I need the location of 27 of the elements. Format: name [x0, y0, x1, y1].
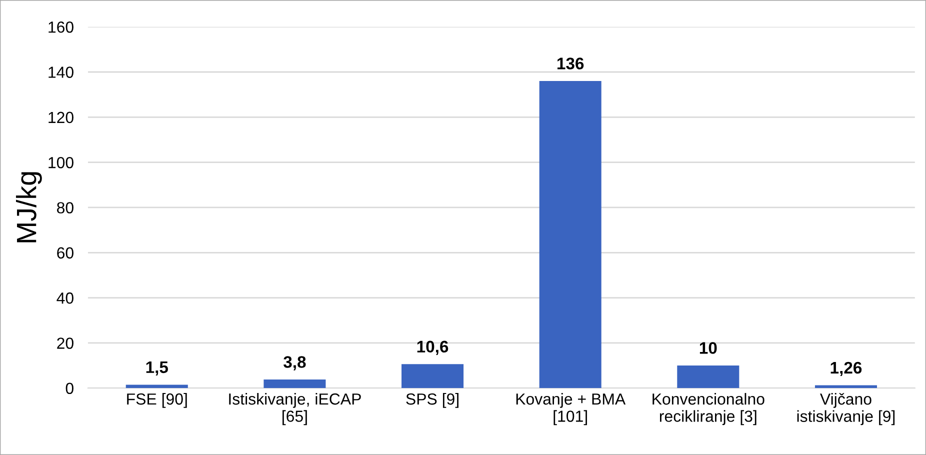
y-tick-label: 60 [57, 247, 74, 259]
data-label: 1,5 [146, 361, 168, 376]
x-tick-label: Istiskivanje, iECAP [65] [229, 392, 361, 426]
bar [264, 380, 326, 388]
bar [126, 384, 188, 388]
y-tick-label: 120 [48, 112, 74, 124]
bar [677, 366, 740, 388]
bar [402, 364, 464, 388]
x-tick-label: Kovanje + BMA [101] [516, 392, 626, 426]
y-tick-label: 160 [48, 21, 74, 33]
data-label: 3,8 [284, 356, 306, 370]
data-label: 10,6 [417, 340, 448, 355]
y-tick-label: 100 [48, 156, 74, 168]
bar [539, 81, 602, 388]
y-tick-label: 0 [66, 382, 74, 394]
y-axis-title: MJ/kg [16, 172, 42, 242]
data-label: 10 [700, 342, 717, 354]
x-tick-label: FSE [90] [127, 392, 187, 408]
y-tick-label: 20 [57, 338, 74, 349]
x-tick-label: Konvencionalno recikliranje [3] [652, 392, 764, 426]
data-label: 136 [557, 58, 584, 70]
y-tick-label: 80 [57, 202, 74, 214]
x-tick-label: Vijčano istiskivanje [9] [797, 392, 895, 426]
y-tick-label: 40 [56, 292, 74, 304]
y-tick-label: 140 [48, 66, 74, 78]
data-label: 1,26 [830, 362, 862, 376]
x-tick-label: SPS [9] [406, 392, 458, 408]
